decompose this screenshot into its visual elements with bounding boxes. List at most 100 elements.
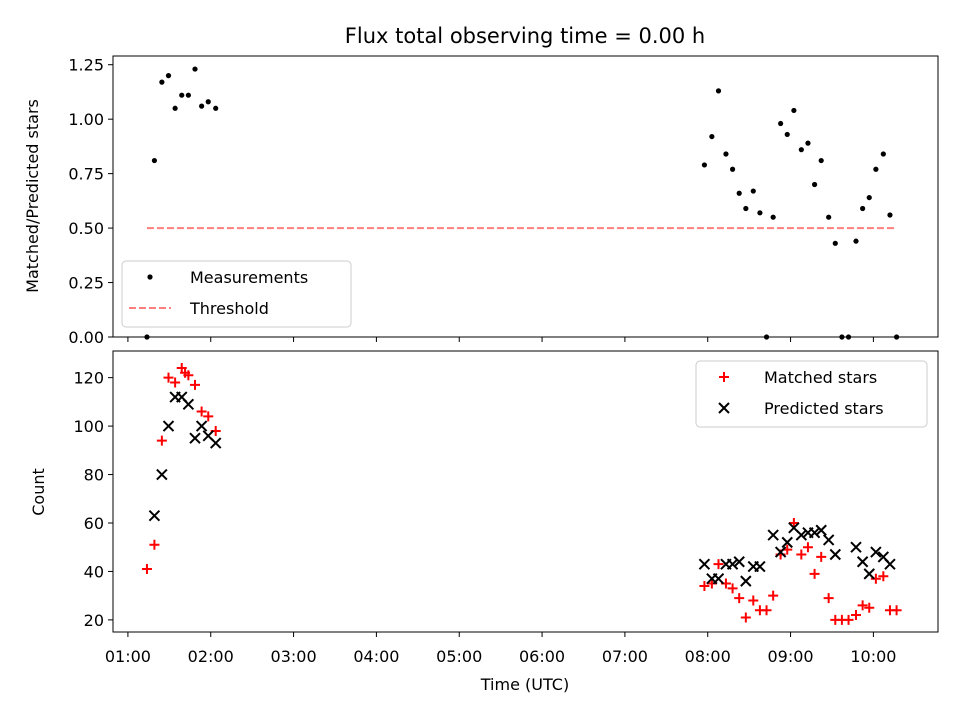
predicted-point [156,468,168,481]
matched-point [816,551,827,562]
matched-point [156,435,167,446]
predicted-point [822,534,835,546]
legend-label: Threshold [189,299,269,318]
measurement-point [770,214,776,220]
measurement-point [826,214,832,220]
predicted-point [870,546,882,558]
matched-point [734,593,745,604]
measurement-point [880,151,886,157]
measurement-point [778,120,784,127]
measurement-point [151,157,158,164]
measurement-point [185,92,191,98]
matched-point [706,578,717,589]
predicted-point [698,558,711,570]
x-tick-label: 08:00 [685,647,731,666]
x-tick-label: 05:00 [436,647,482,666]
matched-point [870,573,881,584]
legend-box [695,360,928,428]
y-tick-label: 1.00 [68,110,104,129]
count-panel: Count 20 40 60 80 100 120 01:00 02:00 03:00 04:00… [29,350,939,666]
matched-point [740,612,751,623]
matched-point [149,539,160,550]
legend-label: Predicted stars [764,399,884,418]
predicted-point [808,526,821,539]
measurement-point [811,181,818,188]
measurement-point [784,131,790,138]
matched-point [761,605,772,616]
y-tick-label: 1.25 [68,56,104,75]
measurement-point [179,92,185,98]
predicted-point [210,437,222,449]
predicted-point [856,556,869,568]
predicted-point [740,575,752,587]
legend-dot-marker [147,274,153,280]
legend-plus-marker [719,372,729,382]
matched-point [864,602,875,613]
matched-point [788,517,799,528]
matched-point [163,372,174,383]
measurement-point [818,157,824,164]
measurement-point [159,79,165,85]
predicted-point [795,529,808,541]
measurement-point [736,190,742,196]
matched-point [727,583,738,594]
measurement-point [805,140,811,146]
matched-point [891,605,902,616]
predicted-point [712,572,725,585]
y-tick-label: 60 [84,514,104,533]
matched-point [170,377,181,388]
matched-point [196,406,207,417]
legend-label: Matched stars [764,368,877,387]
legend-label: Measurements [190,268,308,287]
matched-point [183,370,194,381]
y-tick-label: 20 [84,611,104,630]
x-tick-label: 09:00 [768,647,814,666]
matched-point [850,610,861,621]
measurement-point [873,166,879,172]
x-tick-label: 01:00 [105,647,151,666]
measurement-point [701,162,708,168]
predicted-point [781,536,793,549]
measurement-point [757,210,763,216]
measurement-point [172,105,178,111]
x-tick-label: 06:00 [519,647,565,666]
measurement-point [165,73,172,79]
y-tick-label: 0.25 [68,274,104,293]
y-tick-label: 0.00 [68,328,104,347]
axes-frame [112,350,939,633]
legend-x-marker [718,402,730,414]
matched-point [748,595,759,606]
predicted-point [726,558,739,570]
predicted-point [182,398,195,411]
matched-point [768,590,779,601]
measurement-point [743,205,749,212]
measurement-point [715,88,722,94]
measurement-point [791,107,797,114]
measurement-point [723,151,729,157]
measurement-point [832,240,838,246]
measurement-point [192,66,198,72]
measurement-point [750,188,756,194]
count-y-axis-label: Count [29,468,48,516]
measurement-point [709,133,715,140]
axes-frame [112,55,939,338]
chart-title: Flux total observing time = 0.00 h [345,24,705,48]
y-tick-label: 80 [84,466,104,485]
matched-point [809,568,820,579]
y-tick-label: 100 [73,417,104,436]
legend-box [121,260,352,328]
measurement-point [199,103,205,109]
matched-point [796,549,807,560]
y-tick-label: 120 [73,369,104,388]
x-axis-label: Time (UTC) [480,675,569,694]
measurement-point [860,205,866,212]
predicted-point [815,524,827,536]
predicted-point [829,548,841,561]
x-tick-label: 02:00 [188,647,234,666]
predicted-point [863,568,875,580]
ratio-panel: Matched/Predicted stars 0.00 0.25 0.50 0.75… [23,55,939,347]
predicted-point [195,420,208,432]
measurement-point [853,238,859,244]
